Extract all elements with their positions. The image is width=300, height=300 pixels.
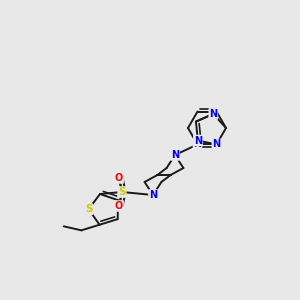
Text: N: N (171, 150, 179, 160)
Text: N: N (209, 109, 217, 119)
Text: methyl: methyl (214, 112, 219, 114)
Text: S: S (85, 204, 92, 214)
Text: N: N (194, 140, 202, 149)
Text: O: O (115, 173, 123, 183)
Text: N: N (212, 140, 220, 149)
Text: N: N (194, 136, 202, 146)
Text: N: N (149, 190, 157, 200)
Text: O: O (115, 201, 123, 211)
Text: S: S (118, 187, 126, 197)
